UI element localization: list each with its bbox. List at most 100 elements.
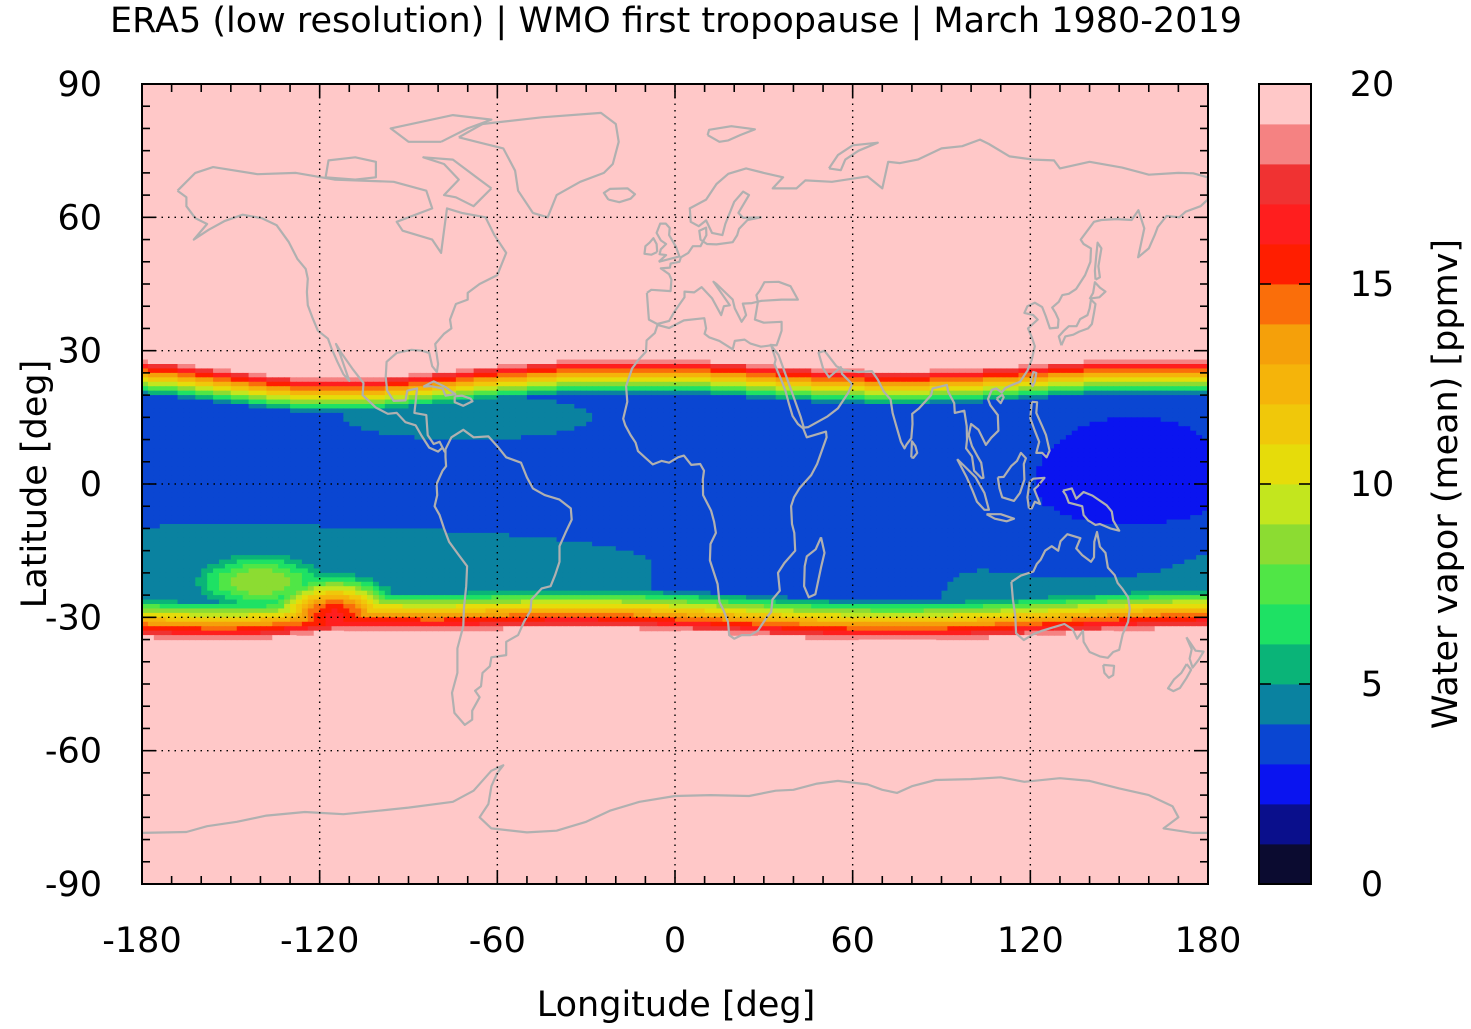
field-cell — [420, 372, 427, 378]
field-cell — [550, 404, 558, 410]
field-cell — [675, 372, 682, 378]
field-cell — [556, 470, 564, 476]
field-cell — [159, 457, 167, 463]
field-cell — [1065, 426, 1073, 432]
field-cell — [1065, 444, 1073, 450]
field-cell — [455, 408, 463, 414]
field-cell — [953, 466, 960, 472]
field-cell — [1059, 359, 1067, 365]
field-cell — [580, 381, 587, 387]
field-cell — [142, 408, 149, 414]
field-cell — [769, 399, 777, 405]
field-cell — [740, 372, 747, 378]
field-cell — [295, 412, 303, 418]
field-cell — [165, 430, 173, 436]
field-cell — [746, 479, 753, 485]
field-cell — [935, 470, 943, 476]
field-cell — [603, 395, 611, 401]
field-cell — [455, 417, 463, 423]
field-cell — [1071, 408, 1079, 414]
field-cell — [911, 435, 919, 441]
field-cell — [1202, 426, 1208, 432]
field-cell — [680, 430, 688, 436]
field-cell — [142, 475, 149, 481]
field-cell — [965, 404, 972, 410]
field-cell — [941, 457, 949, 463]
field-cell — [905, 377, 913, 383]
field-cell — [515, 448, 522, 454]
field-cell — [1000, 377, 1008, 383]
field-cell — [1136, 377, 1144, 383]
field-cell — [675, 439, 682, 445]
field-cell — [201, 421, 208, 427]
field-cell — [526, 448, 534, 454]
field-cell — [195, 399, 202, 405]
field-cell — [1083, 439, 1091, 445]
field-cell — [390, 390, 398, 396]
field-cell — [1154, 390, 1162, 396]
field-cell — [461, 484, 469, 490]
field-cell — [562, 484, 569, 490]
field-cell — [1178, 457, 1185, 463]
field-cell — [1036, 461, 1043, 467]
field-cell — [1113, 408, 1120, 414]
field-cell — [521, 372, 528, 378]
field-cell — [586, 395, 593, 401]
field-cell — [408, 452, 416, 458]
field-cell — [1119, 381, 1126, 387]
field-cell — [793, 452, 800, 458]
field-cell — [1202, 368, 1208, 374]
field-cell — [740, 377, 747, 383]
field-cell — [751, 408, 759, 414]
field-cell — [971, 479, 978, 485]
field-cell — [988, 368, 996, 374]
field-cell — [787, 368, 795, 374]
field-cell — [598, 390, 605, 396]
field-cell — [574, 484, 581, 490]
field-cell — [372, 475, 380, 481]
field-cell — [1131, 395, 1138, 401]
field-cell — [473, 386, 481, 392]
field-cell — [189, 390, 196, 396]
field-cell — [509, 430, 516, 436]
field-cell — [1089, 372, 1097, 378]
field-cell — [1190, 452, 1197, 458]
field-cell — [740, 448, 747, 454]
field-cell — [509, 421, 516, 427]
field-cell — [1065, 479, 1073, 485]
field-cell — [1154, 386, 1162, 392]
field-cell — [372, 426, 380, 432]
field-cell — [272, 470, 279, 476]
field-cell — [266, 421, 273, 427]
field-cell — [509, 461, 516, 467]
field-cell — [734, 417, 741, 423]
field-cell — [900, 452, 907, 458]
field-cell — [852, 377, 860, 383]
field-cell — [858, 426, 866, 432]
field-cell — [390, 395, 398, 401]
field-cell — [272, 399, 279, 405]
field-cell — [935, 461, 943, 467]
field-cell — [378, 466, 386, 472]
field-cell — [461, 479, 469, 485]
field-cell — [343, 390, 350, 396]
field-cell — [680, 381, 688, 387]
field-cell — [609, 395, 617, 401]
field-cell — [449, 421, 457, 427]
field-cell — [757, 448, 765, 454]
field-cell — [319, 466, 327, 472]
field-cell — [147, 364, 155, 370]
field-cell — [526, 372, 534, 378]
field-cell — [467, 421, 475, 427]
field-cell — [1131, 439, 1138, 445]
field-cell — [763, 444, 771, 450]
field-cell — [799, 395, 806, 401]
field-cell — [1089, 368, 1097, 374]
field-cell — [888, 435, 895, 441]
field-cell — [828, 475, 836, 481]
field-cell — [846, 444, 854, 450]
field-cell — [189, 426, 196, 432]
field-cell — [1184, 430, 1191, 436]
field-cell — [834, 461, 842, 467]
field-cell — [408, 484, 416, 490]
